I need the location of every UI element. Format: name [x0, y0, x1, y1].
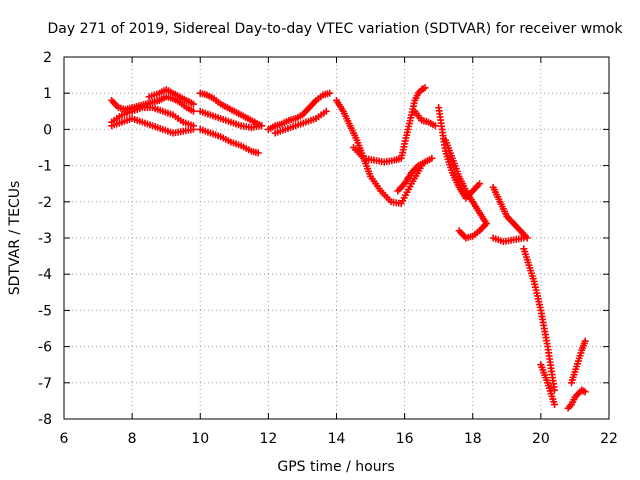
- data-point: [551, 386, 558, 394]
- x-tick-label: 18: [464, 431, 482, 447]
- chart-title: Day 271 of 2019, Sidereal Day-to-day VTE…: [48, 21, 624, 37]
- grid-lines: [64, 57, 609, 419]
- data-point: [431, 122, 439, 130]
- series-sat-c: [108, 115, 197, 137]
- data-point: [189, 107, 197, 115]
- y-tick-label: 2: [43, 50, 52, 66]
- y-tick-label: -6: [38, 340, 52, 356]
- series-sat-r: [489, 234, 528, 246]
- x-tick-label: 10: [191, 431, 209, 447]
- y-tick-label: -7: [38, 376, 52, 392]
- x-tick-label: 22: [600, 431, 618, 447]
- series-sat-t: [537, 361, 558, 409]
- data-point: [326, 89, 334, 97]
- series-sat-m: [411, 107, 439, 130]
- series-sat-g: [196, 125, 262, 157]
- series-sat-n: [435, 104, 484, 202]
- data-point: [476, 180, 484, 188]
- x-tick-label: 16: [396, 431, 414, 447]
- series-sat-b: [108, 93, 197, 115]
- data-point: [551, 401, 558, 409]
- y-tick-labels: 2 1 0 -1 -2 -3 -4 -5 -6 -7 -8: [38, 50, 52, 428]
- series-sat-h: [264, 89, 334, 133]
- series-sat-s: [520, 245, 558, 394]
- plot-frame: [63, 56, 610, 420]
- series-sat-u: [564, 386, 589, 412]
- x-tick-label: 14: [328, 431, 346, 447]
- series-sat-d: [145, 86, 197, 108]
- series-sat-e: [196, 89, 266, 130]
- y-tick-label: -8: [38, 412, 52, 428]
- y-tick-label: -1: [38, 159, 52, 175]
- data-point: [254, 149, 262, 157]
- data-point: [482, 220, 490, 228]
- y-tick-label: 0: [43, 122, 52, 138]
- data-point: [581, 337, 589, 345]
- series-sat-l: [394, 154, 436, 195]
- data-point: [581, 388, 589, 396]
- series-sat-k: [350, 84, 429, 166]
- y-tick-label: -2: [38, 195, 52, 211]
- series-sat-a: [108, 104, 197, 130]
- series-sat-i: [271, 107, 330, 137]
- data-point: [189, 100, 197, 108]
- y-tick-label: -4: [38, 267, 52, 283]
- y-tick-label: -5: [38, 303, 52, 319]
- y-tick-label: 1: [43, 86, 52, 102]
- series-sat-o: [442, 136, 490, 228]
- data-point: [258, 122, 266, 130]
- data-point: [520, 234, 528, 242]
- y-axis-label: SDTVAR / TECUs: [7, 181, 23, 296]
- data-point: [189, 125, 197, 133]
- x-tick-label: 8: [128, 431, 137, 447]
- x-tick-label: 20: [532, 431, 550, 447]
- x-axis-label: GPS time / hours: [277, 459, 394, 475]
- y-tick-label: -3: [38, 231, 52, 247]
- data-point: [428, 154, 436, 162]
- x-tick-labels: 6 8 10 12 14 16 18 20 22: [60, 431, 618, 447]
- x-tick-label: 12: [259, 431, 277, 447]
- data-point: [421, 84, 429, 92]
- series-sat-p: [455, 220, 490, 242]
- series-sat-f: [196, 107, 266, 132]
- data-point: [322, 107, 330, 115]
- series-sat-q: [489, 183, 531, 242]
- data-points: [108, 84, 589, 412]
- x-tick-label: 6: [60, 431, 69, 447]
- series-sat-v: [568, 337, 589, 387]
